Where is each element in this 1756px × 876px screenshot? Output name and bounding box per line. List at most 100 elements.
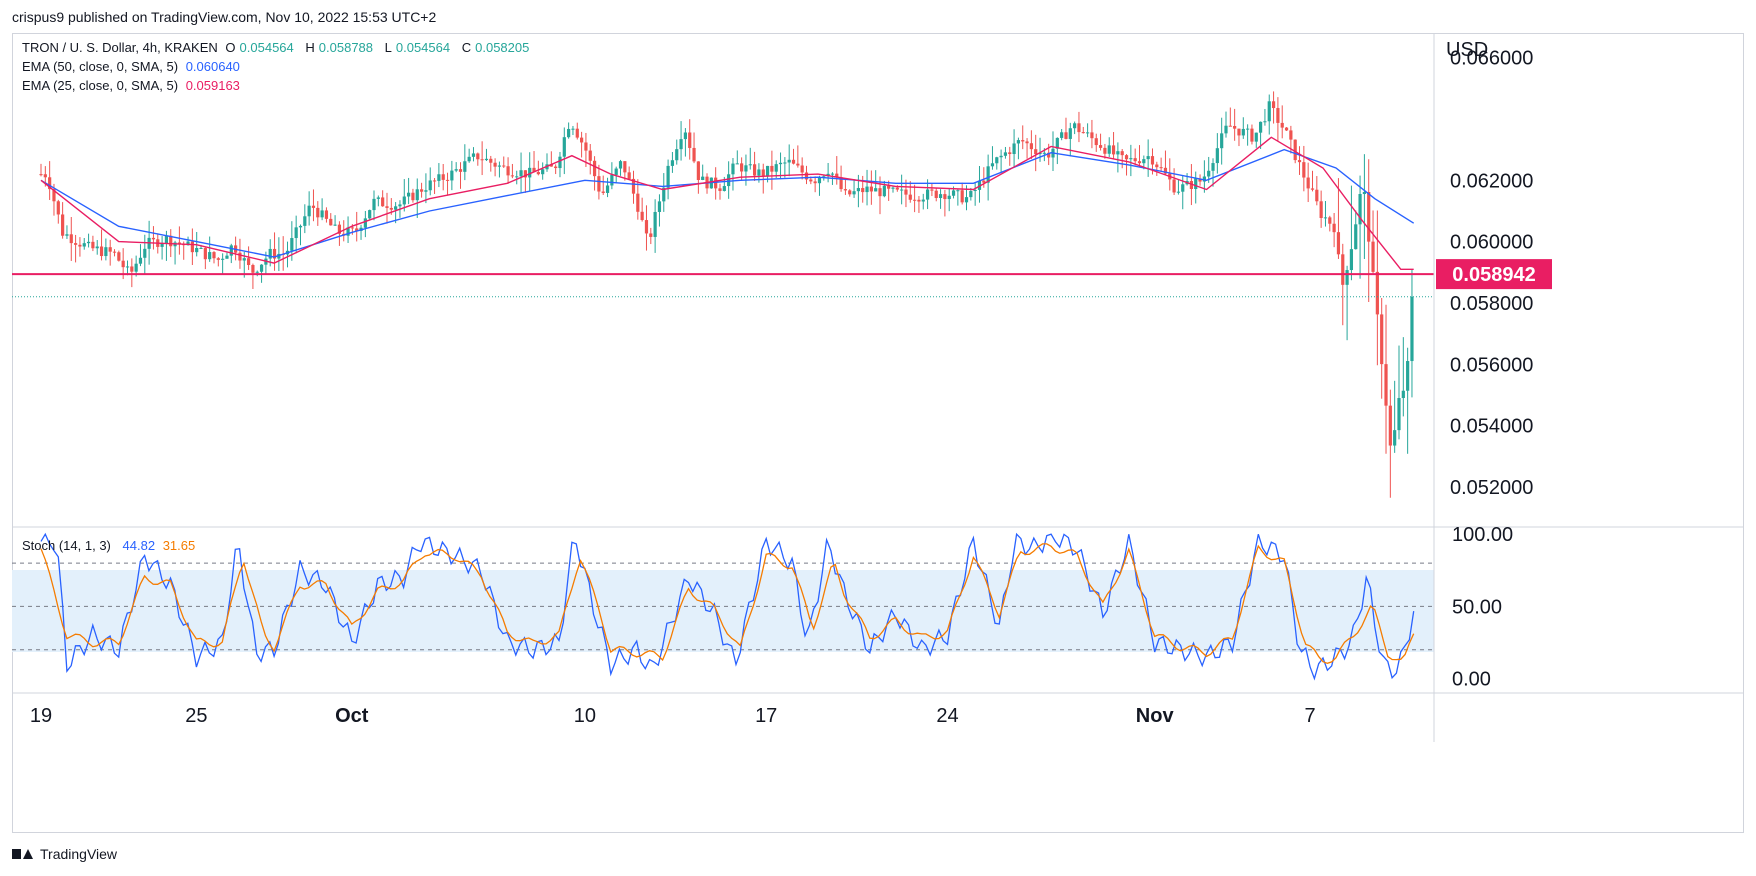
candle-body bbox=[1181, 184, 1185, 192]
candle-body bbox=[402, 196, 406, 205]
candle-body bbox=[385, 206, 389, 208]
candle-body bbox=[943, 194, 947, 200]
candle-body bbox=[39, 174, 43, 176]
candle-body bbox=[839, 177, 843, 190]
candle-body bbox=[1362, 191, 1366, 195]
candle-body bbox=[432, 180, 437, 182]
candle-body bbox=[355, 228, 359, 231]
candle-body bbox=[662, 187, 666, 202]
candle-body bbox=[618, 161, 623, 169]
candle-body bbox=[424, 190, 428, 192]
candle-body bbox=[1081, 132, 1085, 134]
candle-body bbox=[1401, 390, 1405, 399]
candle-body bbox=[1375, 271, 1379, 315]
candle-body bbox=[925, 189, 930, 200]
candle-body bbox=[995, 157, 999, 164]
candle-body bbox=[852, 191, 856, 195]
candle-body bbox=[657, 201, 662, 212]
candle-body bbox=[554, 166, 558, 169]
candle-body bbox=[1073, 123, 1077, 129]
price-tick-label: 0.056000 bbox=[1450, 354, 1533, 376]
candle-body bbox=[1064, 132, 1068, 139]
candle-body bbox=[900, 189, 904, 191]
candle-body bbox=[1328, 217, 1332, 224]
candle-body bbox=[458, 169, 463, 172]
candle-body bbox=[692, 147, 696, 162]
candle-body bbox=[878, 188, 882, 197]
candle-body bbox=[930, 189, 934, 191]
candle-body bbox=[329, 218, 333, 226]
candle-body bbox=[1211, 163, 1215, 171]
candle-body bbox=[908, 194, 912, 200]
publisher-caption: crispus9 published on TradingView.com, N… bbox=[12, 9, 437, 25]
candle-body bbox=[532, 167, 536, 173]
close-value: 0.058205 bbox=[475, 40, 530, 55]
time-tick-label: 7 bbox=[1305, 705, 1316, 727]
candle-body bbox=[186, 241, 190, 246]
candle-body bbox=[86, 241, 91, 244]
candle-body bbox=[324, 210, 329, 219]
candle-body bbox=[1306, 177, 1310, 189]
candle-body bbox=[731, 163, 735, 175]
candle-body bbox=[1406, 361, 1410, 391]
candle-body bbox=[190, 241, 194, 253]
candle-body bbox=[904, 189, 908, 195]
candle-body bbox=[208, 252, 212, 260]
low-label: L bbox=[384, 40, 392, 55]
candle-body bbox=[956, 190, 960, 192]
candle-body bbox=[48, 177, 52, 190]
candle-body bbox=[43, 174, 47, 178]
price-tick-label: 0.062000 bbox=[1450, 170, 1533, 192]
candle-body bbox=[151, 237, 156, 240]
candle-body bbox=[644, 220, 649, 234]
candle-body bbox=[1250, 128, 1254, 142]
candle-body bbox=[947, 195, 951, 200]
candlestick-series bbox=[39, 91, 1414, 498]
candle-body bbox=[515, 176, 519, 178]
candle-body bbox=[791, 159, 796, 164]
candle-body bbox=[887, 185, 891, 189]
candle-body bbox=[977, 180, 982, 190]
candle-body bbox=[121, 260, 125, 268]
ema25-legend: EMA (25, close, 0, SMA, 5) 0.059163 bbox=[22, 78, 244, 93]
low-value: 0.054564 bbox=[395, 40, 451, 55]
candle-body bbox=[1302, 162, 1306, 178]
price-tick-label: 0.066000 bbox=[1450, 48, 1533, 70]
candle-body bbox=[848, 190, 852, 195]
candle-body bbox=[696, 161, 700, 180]
candle-body bbox=[91, 241, 95, 249]
candle-body bbox=[882, 185, 886, 197]
high-label: H bbox=[305, 40, 315, 55]
candle-body bbox=[1263, 121, 1267, 123]
candle-body bbox=[428, 180, 432, 191]
candle-body bbox=[415, 189, 419, 201]
candle-body bbox=[787, 159, 791, 163]
candle-body bbox=[770, 165, 774, 172]
candle-body bbox=[407, 192, 411, 197]
candle-body bbox=[688, 132, 692, 148]
footer-brand: TradingView bbox=[12, 846, 117, 862]
candle-body bbox=[1254, 132, 1258, 142]
candle-body bbox=[675, 149, 679, 161]
candle-body bbox=[316, 207, 320, 218]
price-tick-label: 0.058000 bbox=[1450, 293, 1533, 315]
candle-body bbox=[558, 156, 562, 169]
ema25-label: EMA (25, close, 0, SMA, 5) bbox=[22, 78, 179, 93]
candle-body bbox=[1086, 132, 1090, 134]
candle-body bbox=[1358, 194, 1362, 225]
candle-body bbox=[701, 176, 705, 180]
candle-body bbox=[653, 211, 657, 237]
candle-body bbox=[1315, 189, 1319, 202]
candle-body bbox=[52, 189, 56, 202]
candle-body bbox=[921, 199, 925, 202]
candle-body bbox=[221, 258, 225, 260]
stoch-tick-label: 100.00 bbox=[1452, 524, 1513, 546]
candle-body bbox=[73, 243, 78, 245]
candle-body bbox=[636, 193, 640, 212]
close-label: C bbox=[461, 40, 472, 55]
candle-body bbox=[337, 224, 342, 234]
candle-body bbox=[783, 162, 787, 164]
candle-body bbox=[411, 192, 415, 201]
time-tick-label: Nov bbox=[1136, 705, 1175, 727]
